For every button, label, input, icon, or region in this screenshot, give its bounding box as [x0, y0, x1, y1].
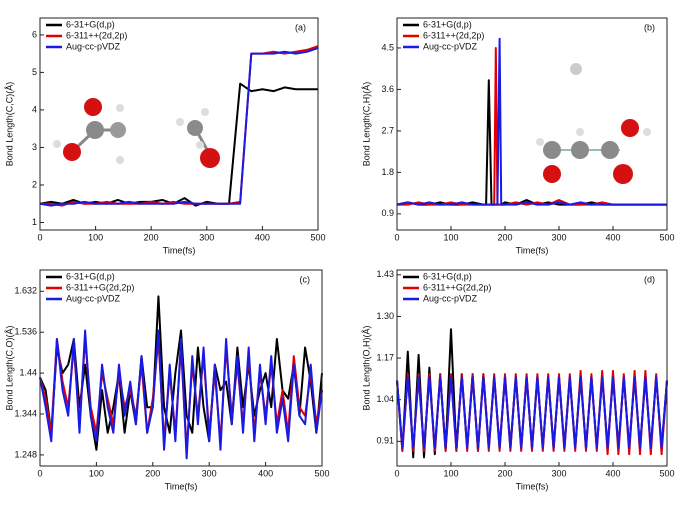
- x-axis-label: Time(fs): [163, 245, 196, 255]
- x-tick-label: 300: [199, 232, 214, 242]
- plot-frame: [396, 17, 668, 231]
- x-tick-label: 500: [659, 232, 674, 242]
- y-tick-label: 1.8: [381, 167, 394, 177]
- series-line: [39, 295, 323, 451]
- x-axis-label: Time(fs): [516, 481, 549, 491]
- y-tick-label: 2.7: [381, 125, 394, 135]
- y-tick-label: 3.6: [381, 84, 394, 94]
- y-tick-label: 2: [32, 179, 37, 189]
- x-tick-label: 0: [37, 232, 42, 242]
- x-tick-label: 200: [145, 468, 160, 478]
- y-tick-label: 5: [32, 67, 37, 77]
- x-tick-label: 100: [443, 232, 458, 242]
- y-axis-label: Bond Length(C,H)(Å): [361, 82, 371, 167]
- y-tick-label: 1.43: [376, 269, 394, 279]
- y-tick-label: 1.632: [14, 286, 37, 296]
- y-axis-label: Bond Length(C,O)(Å): [4, 325, 14, 410]
- plot-frame: [39, 269, 323, 467]
- y-tick-label: 1.344: [14, 408, 37, 418]
- x-axis-label: Time(fs): [165, 481, 198, 491]
- panel-label: (d): [644, 274, 655, 284]
- x-tick-label: 100: [88, 232, 103, 242]
- y-tick-label: 1.04: [376, 394, 394, 404]
- x-tick-label: 100: [443, 468, 458, 478]
- panel-label: (c): [300, 274, 311, 284]
- x-tick-label: 0: [37, 468, 42, 478]
- y-axis-label: Bond Length(O,H)(Å): [361, 325, 371, 410]
- legend-label: Aug-cc-pVDZ: [66, 41, 121, 51]
- y-tick-label: 1.536: [14, 327, 37, 337]
- x-tick-label: 500: [659, 468, 674, 478]
- y-tick-label: 0.91: [376, 436, 394, 446]
- plot-frame: [39, 17, 319, 231]
- y-tick-label: 3: [32, 142, 37, 152]
- y-tick-label: 6: [32, 29, 37, 39]
- series-line: [39, 47, 319, 207]
- x-axis-label: Time(fs): [516, 245, 549, 255]
- y-tick-label: 1.30: [376, 311, 394, 321]
- molecule-a2: [176, 108, 220, 168]
- legend-label: 6-31+G(d,p): [66, 271, 115, 281]
- plot-frame: [396, 269, 668, 467]
- molecule-b: [536, 63, 651, 184]
- legend-label: 6-31+G(d,p): [66, 19, 115, 29]
- panel-label: (b): [644, 22, 655, 32]
- x-tick-label: 300: [202, 468, 217, 478]
- x-tick-label: 200: [497, 468, 512, 478]
- y-tick-label: 4: [32, 104, 37, 114]
- legend-label: 6-311++G(2d,2p): [66, 282, 134, 292]
- x-tick-label: 0: [394, 468, 399, 478]
- legend-label: 6-311++(2d,2p): [66, 30, 127, 40]
- y-tick-label: 1.17: [376, 352, 394, 362]
- x-tick-label: 500: [310, 232, 325, 242]
- y-axis-label: Bond Length(C,C)(Å): [4, 82, 14, 167]
- legend-label: 6-311++(2d,2p): [423, 30, 484, 40]
- x-tick-label: 300: [551, 468, 566, 478]
- legend-label: 6-31+G(d,p): [423, 271, 472, 281]
- series-line: [40, 45, 319, 207]
- x-tick-label: 100: [89, 468, 104, 478]
- x-tick-label: 400: [255, 232, 270, 242]
- legend-label: Aug-cc-pVDZ: [66, 293, 121, 303]
- series-line: [396, 79, 667, 206]
- legend-label: 6-31+G(d,p): [423, 19, 472, 29]
- x-tick-label: 500: [314, 468, 329, 478]
- series-line: [39, 329, 323, 460]
- x-tick-label: 400: [605, 468, 620, 478]
- molecule-a1: [53, 98, 126, 164]
- x-tick-label: 200: [144, 232, 159, 242]
- x-tick-label: 0: [394, 232, 399, 242]
- panel-label: (a): [295, 22, 306, 32]
- legend-label: 6-311++G(2d,2p): [423, 282, 491, 292]
- y-tick-label: 4.5: [381, 42, 394, 52]
- x-tick-label: 300: [551, 232, 566, 242]
- y-tick-label: 1.44: [19, 367, 37, 377]
- series-line: [396, 376, 668, 449]
- legend-label: Aug-cc-pVDZ: [423, 293, 478, 303]
- y-tick-label: 0.9: [381, 208, 394, 218]
- x-tick-label: 400: [258, 468, 273, 478]
- y-tick-label: 1: [32, 217, 37, 227]
- x-tick-label: 200: [497, 232, 512, 242]
- legend-label: Aug-cc-pVDZ: [423, 41, 478, 51]
- series-line: [396, 37, 667, 206]
- x-tick-label: 400: [605, 232, 620, 242]
- y-tick-label: 1.248: [14, 449, 37, 459]
